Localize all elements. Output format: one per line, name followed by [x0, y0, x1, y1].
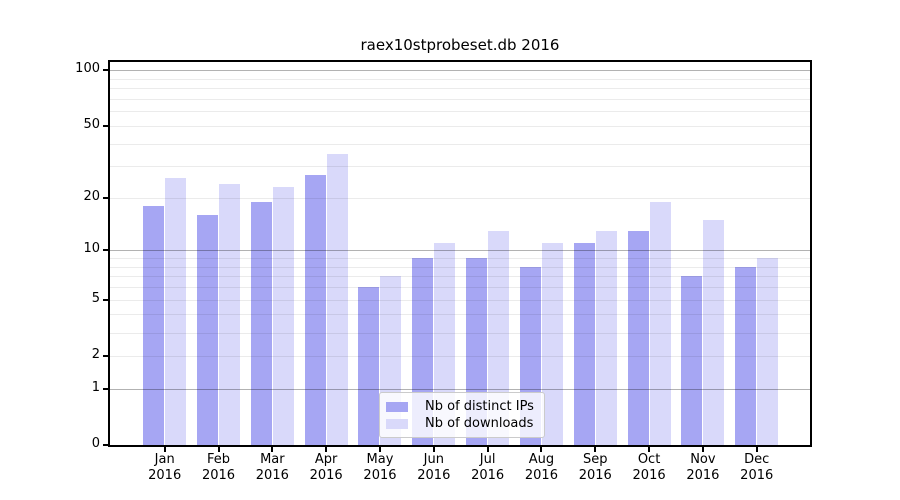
y-tick-mark-50 — [103, 124, 108, 127]
bar-distinct-ips-jan — [143, 206, 165, 445]
x-tick-mark-jun — [432, 447, 435, 452]
x-tick-mark-oct — [648, 447, 651, 452]
x-tick-label-may: May 2016 — [363, 452, 397, 483]
bar-distinct-ips-oct — [627, 230, 649, 445]
bar-downloads-jul — [488, 230, 510, 445]
gridline-major-100 — [110, 70, 810, 72]
y-tick-mark-0 — [103, 444, 108, 446]
y-tick-label-2: 2 — [91, 346, 100, 362]
legend-swatch-distinct-ips — [386, 401, 408, 412]
bar-distinct-ips-mar — [250, 201, 272, 445]
x-tick-mark-sep — [594, 447, 597, 452]
x-tick-mark-dec — [755, 447, 758, 452]
legend-label-distinct-ips: Nb of distinct IPs — [425, 399, 534, 414]
bar-downloads-mar — [272, 187, 294, 445]
x-tick-mark-nov — [701, 447, 704, 452]
chart-title: raex10stprobeset.db 2016 — [360, 36, 560, 54]
gridline-minor-90 — [110, 78, 810, 80]
x-tick-label-mar: Mar 2016 — [255, 452, 289, 483]
bar-distinct-ips-sep — [573, 243, 595, 445]
x-tick-mark-aug — [540, 447, 543, 452]
x-tick-mark-apr — [325, 447, 328, 452]
x-tick-label-jun: Jun 2016 — [417, 452, 451, 483]
x-tick-label-jul: Jul 2016 — [471, 452, 505, 483]
y-tick-label-1: 1 — [91, 379, 100, 395]
bar-downloads-aug — [541, 243, 563, 445]
legend-label-downloads: Nb of downloads — [425, 416, 534, 431]
bar-distinct-ips-apr — [304, 174, 326, 445]
y-tick-label-5: 5 — [91, 290, 100, 306]
gridline-minor-30 — [110, 166, 810, 168]
x-tick-label-nov: Nov 2016 — [686, 452, 720, 483]
bar-downloads-dec — [757, 258, 779, 445]
gridline-minor-80 — [110, 88, 810, 90]
y-tick-label-0: 0 — [91, 436, 100, 451]
bar-downloads-oct — [649, 201, 671, 445]
gridline-minor-60 — [110, 111, 810, 113]
y-tick-mark-10 — [103, 249, 108, 252]
gridline-minor-70 — [110, 99, 810, 100]
bar-distinct-ips-may — [358, 287, 380, 445]
x-tick-label-apr: Apr 2016 — [309, 452, 343, 483]
bar-downloads-nov — [703, 219, 725, 445]
gridline-minor-20 — [110, 197, 810, 199]
bar-distinct-ips-feb — [197, 215, 219, 445]
legend-item-distinct-ips: Nb of distinct IPs — [380, 398, 544, 415]
x-tick-label-sep: Sep 2016 — [578, 452, 612, 483]
y-tick-mark-20 — [103, 196, 108, 199]
bar-downloads-apr — [326, 154, 348, 445]
y-tick-mark-2 — [103, 354, 108, 357]
x-tick-mark-mar — [271, 447, 274, 452]
bar-downloads-jan — [165, 177, 187, 445]
gridline-minor-40 — [110, 143, 810, 145]
y-tick-label-20: 20 — [83, 188, 100, 204]
x-tick-label-dec: Dec 2016 — [740, 452, 774, 483]
x-tick-mark-feb — [217, 447, 220, 452]
legend-swatch-downloads — [386, 418, 408, 429]
x-tick-label-aug: Aug 2016 — [524, 452, 558, 483]
x-tick-mark-jul — [486, 447, 489, 452]
y-tick-mark-1 — [103, 387, 108, 390]
x-tick-label-jan: Jan 2016 — [148, 452, 182, 483]
y-tick-label-10: 10 — [83, 241, 100, 257]
x-tick-label-oct: Oct 2016 — [632, 452, 666, 483]
bar-downloads-feb — [219, 183, 241, 445]
y-tick-label-100: 100 — [75, 61, 100, 77]
x-tick-mark-may — [378, 447, 381, 452]
y-tick-mark-100 — [103, 69, 108, 72]
x-tick-mark-jan — [163, 447, 166, 452]
y-tick-mark-5 — [103, 298, 108, 301]
y-tick-label-50: 50 — [83, 116, 100, 132]
legend: Nb of distinct IPs Nb of downloads — [379, 392, 545, 438]
bar-downloads-sep — [595, 230, 617, 445]
legend-item-downloads: Nb of downloads — [380, 415, 544, 432]
gridline-minor-50 — [110, 125, 810, 127]
bar-distinct-ips-dec — [735, 266, 757, 445]
plot-area: Nb of distinct IPs Nb of downloads — [103, 60, 812, 452]
bar-distinct-ips-nov — [681, 276, 703, 445]
x-tick-label-feb: Feb 2016 — [201, 452, 236, 483]
